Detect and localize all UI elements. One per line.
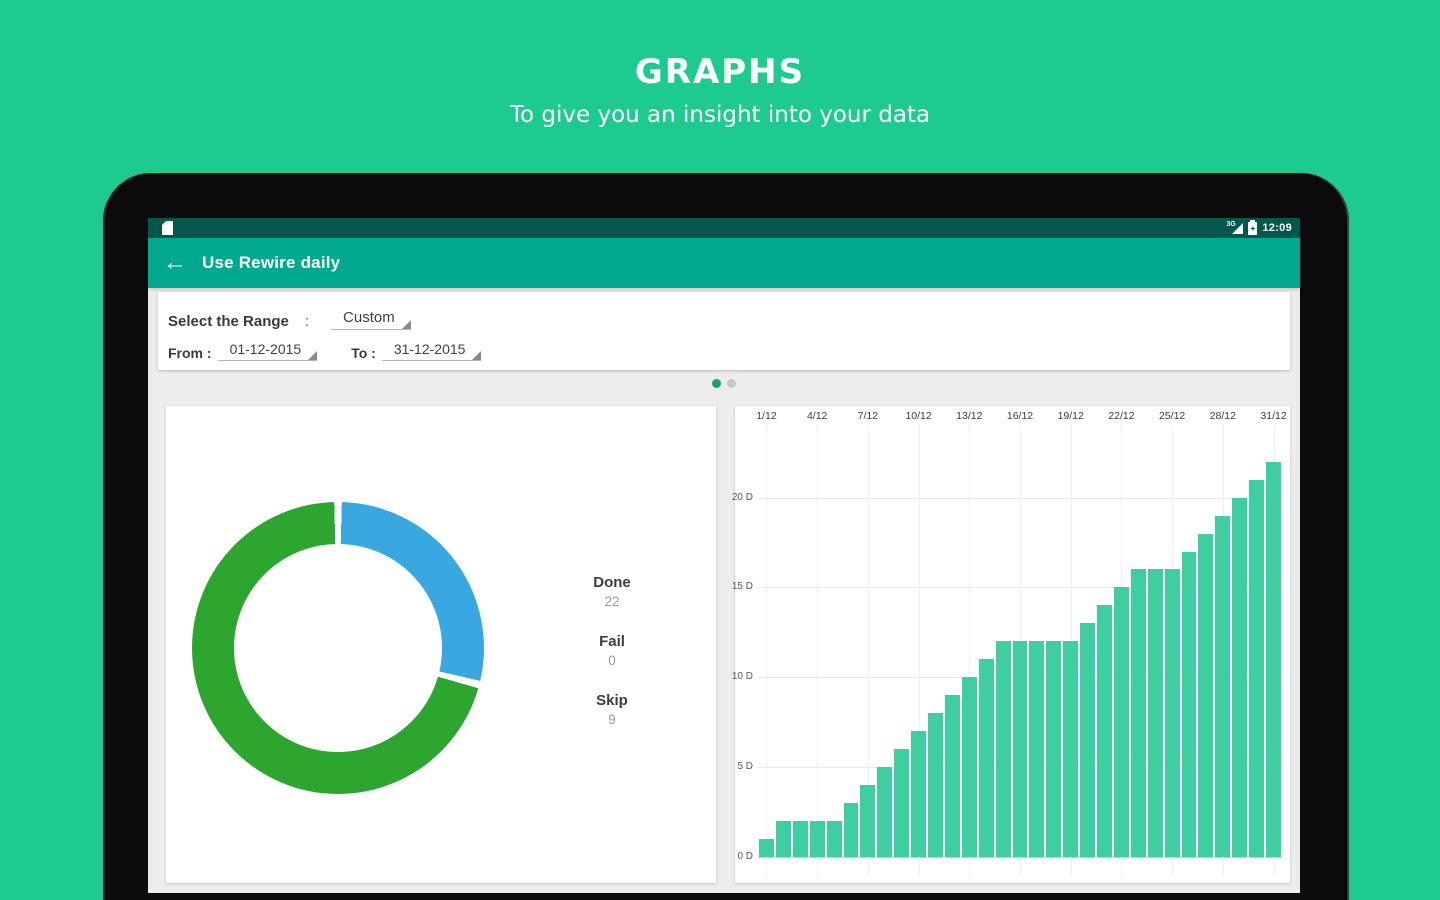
bar-day-8 (877, 767, 893, 857)
sd-card-icon (162, 221, 173, 235)
bar-day-26 (1181, 552, 1197, 857)
bar-day-10 (911, 731, 927, 857)
bar-day-20 (1080, 623, 1096, 857)
bar-chart-card: 0 D 5 D 10 D 15 D 20 D 1/12 4/12 7/12 10/12 13/12… (732, 406, 1290, 883)
bar-plot: 0 D 5 D 10 D 15 D 20 D 1/12 4/12 7/12 10/12 13/12… (732, 410, 1287, 875)
x-axis-tick: 31/12 (1260, 410, 1287, 422)
bar-day-7 (860, 785, 876, 857)
y-axis-tick: 15 D (731, 581, 753, 593)
from-label: From : (168, 345, 212, 361)
dropdown-triangle-icon (472, 351, 482, 360)
donut-hole (234, 544, 442, 752)
bar-day-17 (1029, 641, 1045, 857)
bar-day-18 (1046, 641, 1062, 857)
legend-value: 9 (608, 712, 616, 727)
bar-day-9 (894, 749, 910, 857)
bar-day-30 (1249, 480, 1265, 857)
bar-day-24 (1147, 569, 1163, 857)
cell-signal-icon: 3G (1226, 221, 1244, 235)
bar-day-2 (775, 821, 791, 857)
bar-day-11 (928, 713, 943, 857)
x-axis-tick: 25/12 (1158, 410, 1186, 422)
bar-day-5 (826, 821, 842, 857)
x-axis-tick: 1/12 (756, 410, 777, 422)
bar-day-27 (1198, 534, 1214, 857)
legend-item-skip: Skip 9 (542, 692, 682, 727)
bar-day-13 (961, 677, 977, 857)
clock-time: 12:09 (1262, 222, 1292, 234)
dropdown-triangle-icon (308, 351, 318, 360)
bar-day-3 (792, 821, 808, 857)
bar-day-28 (1215, 516, 1231, 857)
page-indicator (148, 379, 1300, 388)
legend-item-done: Done 22 (542, 574, 682, 609)
legend-label: Skip (596, 692, 628, 709)
range-colon: : (304, 313, 310, 330)
legend-item-fail: Fail 0 (542, 633, 682, 668)
v-gridline (766, 425, 768, 875)
app-bar-title: Use Rewire daily (202, 253, 341, 272)
donut-legend: Done 22 Fail 0 Skip 9 (542, 574, 682, 751)
to-date-picker[interactable]: 31-12-2015 (381, 341, 482, 361)
page-dot-inactive[interactable] (727, 379, 736, 388)
to-label: To : (351, 345, 376, 361)
v-gridline (817, 425, 819, 875)
range-dropdown[interactable]: Custom (331, 309, 411, 330)
range-value: Custom (343, 309, 395, 326)
back-arrow-icon[interactable]: ← (163, 249, 187, 276)
range-label: Select the Range (168, 313, 289, 330)
legend-value: 0 (608, 653, 616, 668)
page-subtitle: To give you an insight into your data (509, 102, 931, 128)
bar-day-25 (1164, 569, 1180, 857)
x-axis-tick: 10/12 (905, 410, 932, 422)
bar-day-12 (944, 695, 960, 857)
dropdown-triangle-icon (401, 320, 411, 329)
x-axis-tick: 22/12 (1108, 410, 1135, 422)
x-axis-tick: 4/12 (806, 410, 828, 422)
bar-day-16 (1012, 641, 1028, 857)
bar-day-14 (978, 659, 994, 857)
v-gridline (867, 425, 869, 875)
from-date-value: 01-12-2015 (229, 341, 302, 357)
legend-value: 22 (604, 594, 620, 609)
bar-day-22 (1113, 587, 1129, 857)
bar-day-6 (843, 803, 859, 857)
battery-icon (1248, 220, 1258, 235)
bar-day-4 (809, 821, 825, 857)
bar-day-31 (1266, 462, 1281, 857)
bar-day-1 (759, 839, 774, 857)
v-gridline (918, 425, 920, 875)
tablet-device: 3G 12:09 ← Use Rewire daily Select the R… (103, 173, 1349, 900)
y-axis-tick: 5 D (737, 761, 753, 773)
y-axis-tick: 0 D (737, 851, 753, 862)
app-bar: ← Use Rewire daily (148, 238, 1300, 288)
legend-label: Done (593, 574, 631, 591)
v-gridline (969, 425, 971, 875)
legend-label: Fail (599, 633, 625, 650)
donut-chart-card: Done 22 Fail 0 Skip 9 (166, 406, 716, 883)
x-axis-tick: 7/12 (857, 410, 879, 422)
bar-day-19 (1063, 641, 1079, 857)
from-date-picker[interactable]: 01-12-2015 (217, 341, 318, 361)
y-axis-tick: 10 D (731, 671, 753, 683)
bar-day-15 (995, 641, 1011, 857)
y-axis-tick: 20 D (731, 491, 753, 503)
bar-day-21 (1097, 605, 1112, 857)
status-bar: 3G 12:09 (148, 218, 1300, 238)
x-axis-tick: 19/12 (1057, 410, 1084, 422)
donut-chart (192, 502, 484, 794)
network-type-label: 3G (1226, 221, 1236, 228)
to-date-value: 31-12-2015 (393, 341, 466, 357)
x-axis-tick: 16/12 (1006, 410, 1034, 422)
app-screen: 3G 12:09 ← Use Rewire daily Select the R… (148, 218, 1300, 893)
page-dot-active[interactable] (712, 379, 721, 388)
bar-day-23 (1130, 569, 1146, 857)
bar-day-29 (1232, 498, 1248, 857)
x-axis-tick: 28/12 (1209, 410, 1236, 422)
page-title: GRAPHS (634, 52, 806, 92)
range-filter-card: Select the Range : Custom From : 01-12-2… (158, 292, 1290, 370)
x-axis-tick: 13/12 (956, 410, 983, 422)
